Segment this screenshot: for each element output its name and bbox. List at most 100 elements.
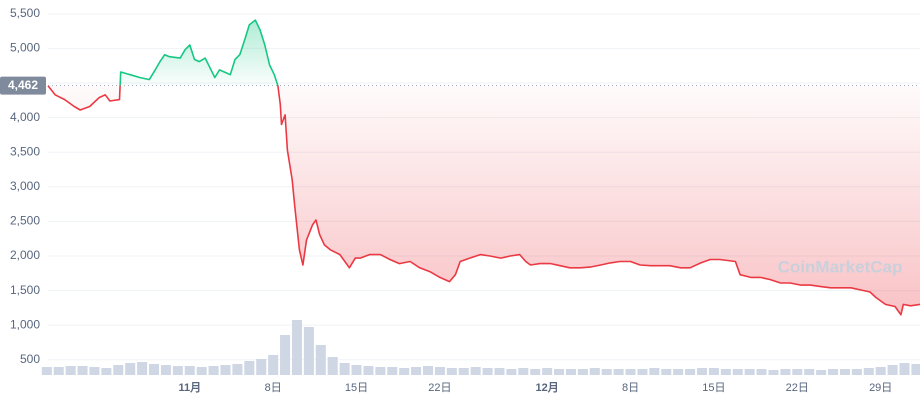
volume-bar [875,367,886,375]
volume-bar [768,370,779,375]
volume-bar [399,368,410,375]
price-line [47,19,920,316]
volume-bar [482,368,493,375]
volume-bar [816,370,827,375]
volume-bar [565,369,576,375]
volume-bar [613,369,624,375]
volume-bar [89,367,100,375]
volume-bar [101,368,112,375]
volume-bar [208,366,219,375]
volume-bar [899,363,910,375]
volume-bar [53,367,64,375]
x-tick-label: 22日 [786,382,809,394]
y-tick-label: 3,000 [10,179,40,193]
volume-bar [780,369,791,375]
volume-bar [172,366,183,375]
volume-bar [887,365,898,375]
volume-bar [732,369,743,375]
volume-bar [327,357,338,375]
volume-bar [411,367,422,375]
volume-bar [244,361,255,375]
volume-bar [65,366,76,375]
volume-bar [756,369,767,375]
volume-bar [911,364,920,375]
volume-bar [554,369,565,375]
y-tick-label: 1,000 [10,317,40,331]
volume-bar [232,364,243,375]
volume-bar [280,335,291,375]
volume-bar [303,327,314,375]
volume-bar [423,366,434,375]
volume-bar [196,367,207,375]
volume-bar [530,369,541,375]
x-tick-label: 8日 [622,382,639,394]
volume-bar [387,367,398,375]
volume-bar [625,369,636,375]
volume-bar [184,366,195,375]
month-tick-label: 11月 [178,381,201,394]
volume-bar [458,368,469,375]
volume-bar [339,363,350,375]
volume [41,320,920,375]
price-area [48,20,920,315]
volume-bar [506,369,517,375]
volume-bar [446,368,457,375]
volume-bar [41,367,52,375]
x-tick-label: 22日 [428,382,451,394]
volume-bar [494,368,505,375]
volume-bar [601,369,612,375]
volume-bar [577,369,588,375]
month-tick-label: 12月 [536,381,559,394]
volume-bar [720,369,731,375]
volume-bar [375,367,386,375]
x-tick-label: 8日 [265,382,282,394]
y-tick-label: 5,500 [10,6,40,20]
y-tick-label: 2,500 [10,214,40,228]
x-tick-label: 15日 [702,382,725,394]
volume-bar [315,345,326,375]
volume-bar [160,365,171,375]
volume-bar [828,369,839,375]
volume-bar [113,365,124,375]
volume-bar [744,369,755,375]
x-tick-label: 15日 [345,382,368,394]
y-tick-label: 2,000 [10,248,40,262]
volume-bar [851,369,862,375]
volume-bar [637,369,648,375]
volume-bar [137,362,148,375]
volume-bar [125,363,136,375]
volume-bar [518,368,529,375]
volume-bar [685,369,696,375]
line-layer [47,19,920,316]
y-tick-label: 1,500 [10,283,40,297]
volume-bar [256,359,267,375]
reference-label: 4,462 [8,78,38,92]
volume-bar [542,368,553,375]
volume-bar [589,368,600,375]
volume-bar [149,364,160,375]
y-tick-label: 4,000 [10,110,40,124]
volume-bar [77,366,88,375]
volume-bar [804,369,815,375]
volume-bar [673,369,684,375]
labels: 500 1,000 1,500 2,000 2,500 3,000 3,500 4,000 4,… [0,6,892,394]
volume-bar [434,367,445,375]
y-tick-label: 500 [20,352,40,366]
area [48,20,920,315]
volume-bar [708,368,719,375]
volume-bar [268,355,279,375]
volume-bar [661,369,672,375]
volume-bar [863,368,874,375]
volume-bar [220,365,231,375]
reference-label-box [0,76,46,95]
volume-bar [649,368,660,375]
volume-bar [839,369,850,375]
volume-bar [291,320,302,375]
volume-bar [351,365,362,375]
volume-bar [792,369,803,375]
watermark: CoinMarketCap [778,257,903,276]
volume-bar [470,367,481,375]
volume-bar [696,368,708,375]
y-tick-label: 3,500 [10,144,40,158]
